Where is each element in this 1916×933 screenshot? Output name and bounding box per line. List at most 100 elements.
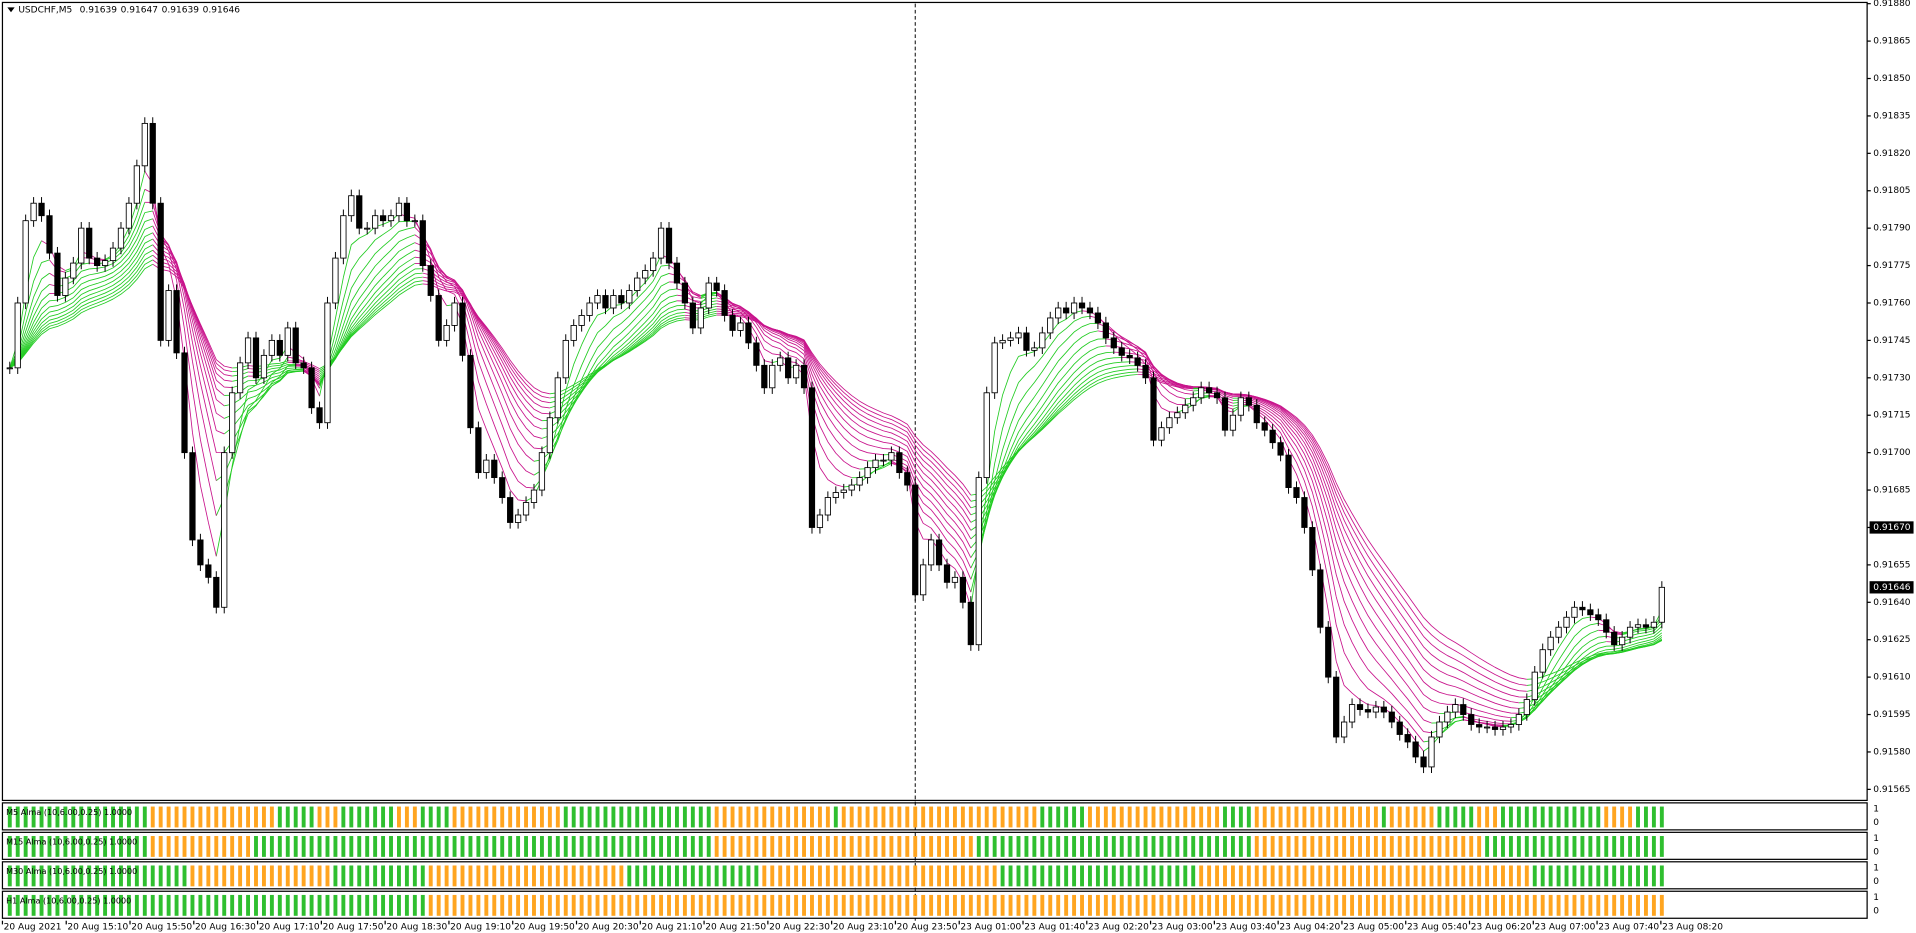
signal-bar — [349, 806, 354, 828]
signal-bar — [595, 836, 600, 857]
candle — [1372, 700, 1380, 719]
signal-bar — [698, 806, 703, 828]
candle — [1142, 359, 1149, 384]
signal-bar — [730, 806, 735, 828]
signal-bar — [794, 836, 799, 857]
signal-segment — [1604, 806, 1633, 828]
signal-bar — [444, 894, 449, 916]
signal-bar — [706, 806, 711, 828]
signal-bar — [1389, 836, 1394, 857]
signal-bar — [436, 894, 441, 916]
candle-body — [189, 452, 196, 541]
signal-bar — [690, 894, 695, 916]
signal-bar — [1636, 894, 1640, 916]
signal-bar — [95, 865, 100, 887]
signal-bar — [905, 836, 910, 857]
signal-bar — [381, 836, 386, 857]
signal-bar — [1421, 836, 1426, 857]
candle — [1436, 715, 1443, 744]
signal-bar — [1628, 865, 1633, 887]
signal-bar — [190, 865, 195, 887]
signal-bar — [682, 806, 687, 828]
candle — [1468, 708, 1475, 731]
candle — [109, 241, 117, 267]
candle — [1055, 301, 1062, 325]
signal-bar — [269, 894, 274, 916]
signal-bar — [579, 865, 584, 887]
signal-bar — [150, 865, 155, 887]
signal-bar — [1501, 894, 1505, 916]
candle — [880, 453, 887, 467]
signal-bar — [63, 836, 68, 857]
signal-bar — [166, 865, 171, 887]
subwindow-scale-label: 1 — [1873, 834, 1879, 844]
candle — [117, 222, 125, 255]
signal-bar — [1421, 894, 1426, 916]
candle — [403, 197, 411, 227]
signal-bar — [357, 806, 362, 828]
signal-bar — [1294, 894, 1299, 916]
candle — [856, 471, 863, 492]
signal-bar — [317, 865, 322, 887]
signal-bar — [389, 894, 393, 916]
signal-bar — [134, 806, 139, 828]
menu-arrow[interactable] — [7, 7, 15, 13]
ribbon-fall — [152, 263, 1527, 680]
signal-bar — [857, 865, 862, 887]
x-tick-label: 20 Aug 2021 — [4, 922, 62, 932]
signal-bar — [754, 894, 759, 916]
signal-bar — [1119, 836, 1124, 857]
signal-bar — [452, 894, 457, 916]
candle — [1547, 631, 1554, 656]
candle — [888, 446, 895, 467]
signal-bar — [730, 894, 735, 916]
signal-bar — [1183, 836, 1188, 857]
candle — [1301, 491, 1308, 534]
signal-bar — [1159, 806, 1164, 828]
signal-bar — [1358, 836, 1362, 857]
signal-bar — [1254, 836, 1259, 857]
candle — [356, 189, 363, 235]
candle-body — [149, 122, 156, 204]
signal-bar — [659, 865, 664, 887]
signal-bar — [1056, 806, 1061, 828]
signal-bar — [1373, 836, 1378, 857]
signal-bar — [1302, 806, 1307, 828]
signal-bar — [1516, 806, 1521, 828]
signal-bar — [1453, 836, 1458, 857]
signal-segment — [1636, 806, 1664, 828]
signal-bar — [39, 806, 44, 828]
candle-body — [610, 295, 617, 309]
signal-bar — [1350, 806, 1355, 828]
signal-bar — [1103, 865, 1108, 887]
signal-bar — [1032, 836, 1037, 857]
candle — [1293, 481, 1300, 504]
signal-bar — [579, 894, 584, 916]
signal-bar — [412, 806, 417, 828]
candle-body — [1182, 404, 1189, 414]
signal-bar — [31, 865, 36, 887]
signal-bar — [166, 894, 171, 916]
signal-bar — [142, 865, 147, 887]
candle-body — [1460, 704, 1467, 715]
signal-segment — [7, 806, 147, 828]
signal-bar — [1000, 836, 1005, 857]
candle — [443, 319, 450, 347]
signal-bar — [976, 865, 981, 887]
signal-bar — [587, 894, 592, 916]
candle — [1086, 301, 1094, 320]
candle — [1634, 618, 1642, 634]
candle-body — [1269, 429, 1276, 444]
signal-bar — [373, 894, 378, 916]
signal-bar — [1477, 865, 1482, 887]
signal-bar — [1016, 865, 1021, 887]
signal-bar — [1477, 836, 1482, 857]
signal-bar — [39, 836, 44, 857]
signal-bar — [1095, 836, 1100, 857]
signal-bar — [1103, 836, 1108, 857]
signal-bar — [706, 865, 711, 887]
signal-bar — [214, 836, 219, 857]
signal-bar — [1016, 806, 1021, 828]
candle — [94, 251, 101, 272]
candle — [1039, 326, 1046, 355]
